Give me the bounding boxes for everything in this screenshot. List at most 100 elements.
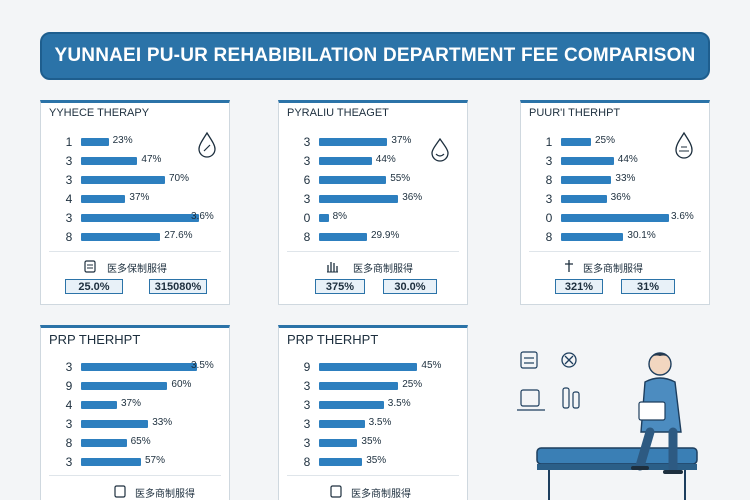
value-label: 8% (332, 211, 348, 222)
bar (319, 439, 358, 447)
value-label: 33% (615, 173, 636, 184)
value-label: 57% (145, 455, 166, 466)
fee-panel-0: YYHECE THERAPY 1 23% 3 47% 3 70% 4 37% 3 3.6% 8 27.… (40, 100, 230, 305)
category-label: 3 (303, 398, 311, 412)
value-label: 30.1% (627, 230, 656, 241)
fee-panel-3: PRP THERHPT 3 3.5% 9 60% 4 37% 3 33% 8 65% 3 57% 医多… (40, 325, 230, 500)
value-label: 3.6% (191, 211, 214, 222)
bar-row: 8 30.1% (521, 230, 711, 244)
category-label: 3 (303, 192, 311, 206)
fee-panel-1: PYRALIU THEAGET 3 37% 3 44% 6 55% 3 36% 0 8% 8 29.9… (278, 100, 468, 305)
bar-row: 3 33% (41, 417, 229, 431)
bar (319, 214, 329, 222)
category-label: 3 (65, 360, 73, 374)
bar-row: 3 3.5% (279, 417, 467, 431)
bar-row: 3 36% (521, 192, 711, 206)
patient-illustration (505, 340, 750, 500)
badge-right: 31% (621, 279, 675, 294)
page-title: YUNNAEI PU-UR REHABIBILATION DEPARTMENT … (54, 45, 696, 66)
bar (81, 363, 198, 371)
value-label: 25% (595, 135, 616, 146)
category-label: 4 (65, 398, 73, 412)
bar (561, 138, 591, 146)
bar-row: 3 44% (521, 154, 711, 168)
value-label: 3.5% (368, 417, 392, 428)
bar-row: 8 65% (41, 436, 229, 450)
footer-label: 医多保制服得 (107, 264, 167, 275)
category-label: 8 (545, 173, 553, 187)
category-label: 8 (303, 230, 311, 244)
badge-left: 25.0% (65, 279, 123, 294)
bar-row: 3 47% (41, 154, 231, 168)
value-label: 44% (375, 154, 396, 165)
info-sign-icon (520, 351, 538, 369)
category-label: 3 (65, 154, 73, 168)
bar (319, 401, 384, 409)
bar (81, 138, 109, 146)
chair-icon (517, 389, 545, 411)
footer-label: 医多商制服得 (351, 489, 411, 500)
bar (81, 195, 126, 203)
value-label: 3.5% (191, 360, 214, 371)
bar (319, 458, 363, 466)
badge-left: 375% (315, 279, 365, 294)
value-label: 33% (152, 417, 173, 428)
divider (287, 475, 459, 476)
divider (287, 251, 459, 252)
bar-row: 8 29.9% (279, 230, 469, 244)
bar-row: 3 70% (41, 173, 231, 187)
value-label: 35% (366, 455, 387, 466)
value-label: 29.9% (371, 230, 400, 241)
category-label: 3 (545, 154, 553, 168)
category-label: 0 (545, 211, 553, 225)
value-label: 25% (402, 379, 423, 390)
value-label: 37% (391, 135, 412, 146)
bar-row: 3 3.5% (41, 360, 229, 374)
bar-row: 3 35% (279, 436, 467, 450)
bar-row: 3 3.6% (41, 211, 231, 225)
value-label: 23% (112, 135, 133, 146)
divider (49, 251, 221, 252)
bar-row: 3 36% (279, 192, 469, 206)
bar-row: 0 8% (279, 211, 469, 225)
category-label: 8 (303, 455, 311, 469)
water-drop-icon (673, 131, 695, 166)
category-label: 3 (65, 417, 73, 431)
bar (81, 214, 199, 222)
medical-icon (563, 259, 575, 278)
fee-panel-2: PUUR'I THERHPT 1 25% 3 44% 8 33% 3 36% 0 3.6% 8 30.… (520, 100, 710, 305)
category-label: 3 (303, 436, 311, 450)
bar-row: 4 37% (41, 192, 231, 206)
panel-title: PRP THERHPT (49, 332, 141, 347)
value-label: 3.6% (671, 211, 694, 222)
bar (319, 176, 387, 184)
bar-row: 9 60% (41, 379, 229, 393)
footer-label: 医多商制服得 (135, 489, 195, 500)
category-label: 1 (65, 135, 73, 149)
bar-row: 0 3.6% (521, 211, 711, 225)
badge-left: 321% (555, 279, 603, 294)
bar-row: 8 35% (279, 455, 467, 469)
value-label: 60% (171, 379, 192, 390)
value-label: 65% (130, 436, 151, 447)
value-label: 47% (141, 154, 162, 165)
footer-label: 医多商制服得 (353, 264, 413, 275)
divider (529, 251, 701, 252)
value-label: 37% (129, 192, 150, 203)
clipboard-icon (329, 484, 343, 500)
value-label: 27.6% (164, 230, 193, 241)
clipboard-icon (113, 484, 127, 500)
bar (561, 233, 624, 241)
value-label: 70% (169, 173, 190, 184)
category-label: 3 (65, 455, 73, 469)
category-label: 1 (545, 135, 553, 149)
bar (561, 214, 669, 222)
value-label: 36% (402, 192, 423, 203)
value-label: 55% (390, 173, 411, 184)
bar (81, 401, 117, 409)
bar (561, 195, 607, 203)
bar-row: 9 45% (279, 360, 467, 374)
badge-right: 30.0% (383, 279, 437, 294)
bar (81, 233, 161, 241)
scissors-icon (561, 352, 577, 368)
